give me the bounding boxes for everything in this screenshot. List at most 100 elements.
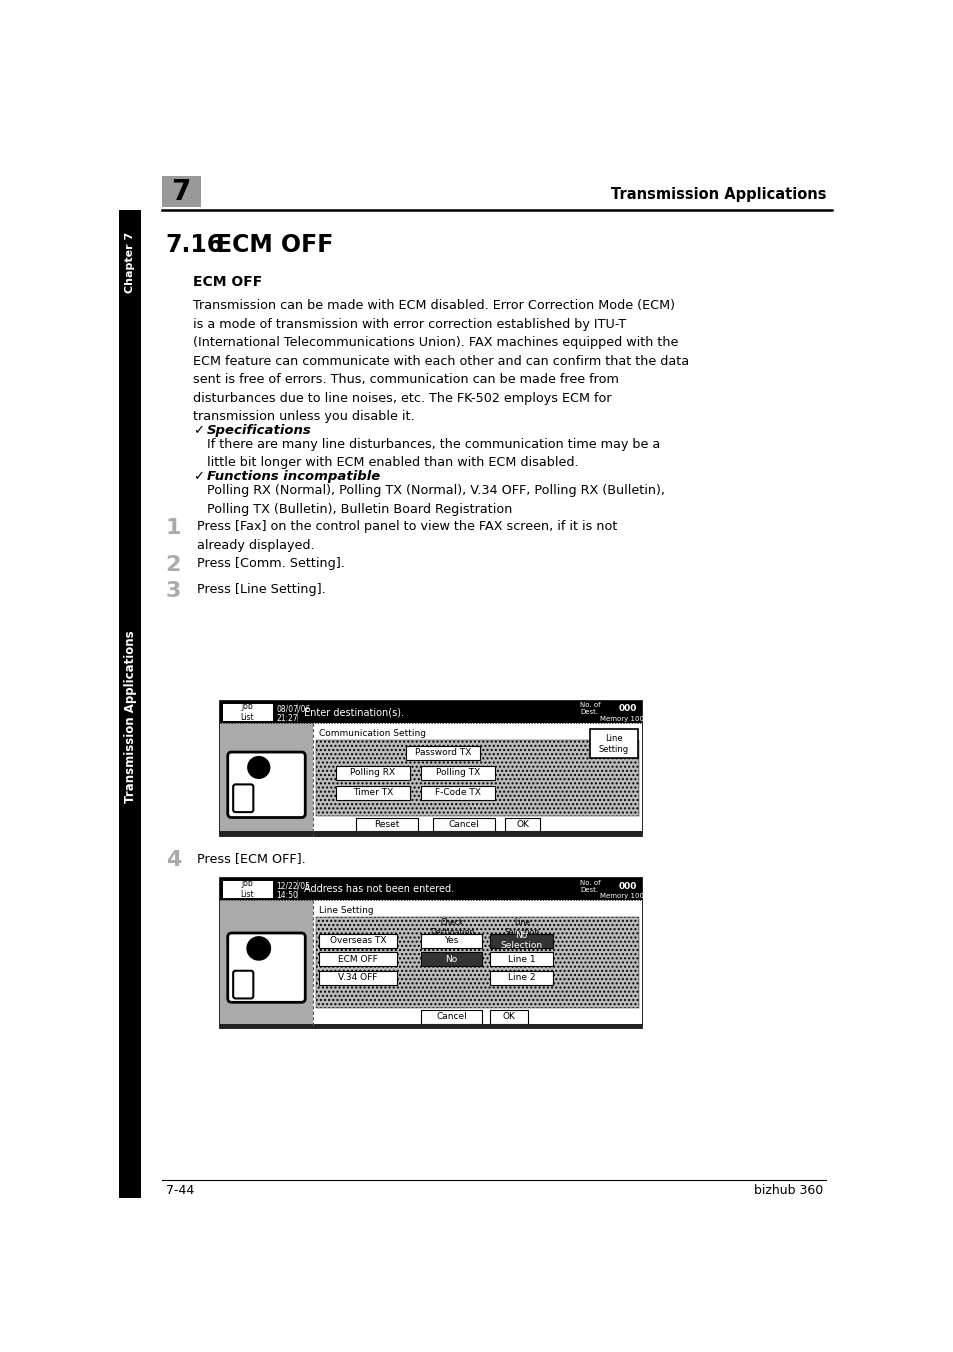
Text: Press [Comm. Setting].: Press [Comm. Setting]. [196,557,344,571]
Text: 1: 1 [166,518,181,538]
Text: F-Code TX: F-Code TX [435,788,480,798]
Circle shape [247,756,270,779]
Bar [421,786,495,800]
Bar [220,702,641,723]
Bar [220,723,313,836]
Text: Overseas TX: Overseas TX [330,936,386,945]
Text: ECM OFF: ECM OFF [337,955,377,964]
Text: Cancel: Cancel [436,1013,467,1022]
Text: 2: 2 [166,554,181,575]
Text: Functions incompatible: Functions incompatible [207,470,379,483]
Bar [421,1010,481,1023]
Text: 7: 7 [172,177,191,206]
Bar [220,831,641,836]
Bar [313,900,641,1029]
Text: ECM OFF: ECM OFF [216,234,334,257]
Text: Memory 100%: Memory 100% [599,894,650,899]
Text: ✓: ✓ [193,425,204,437]
Bar [319,971,396,984]
Text: Polling RX: Polling RX [350,768,395,777]
Bar [433,818,495,831]
Text: 7.16: 7.16 [166,234,224,257]
Bar [220,900,313,1029]
Circle shape [246,936,271,961]
Bar [489,934,553,948]
Bar [222,703,273,721]
Text: No. of
Dest.: No. of Dest. [579,703,600,715]
Text: 7-44: 7-44 [166,1184,193,1198]
Bar [319,934,396,948]
Text: Line 2: Line 2 [507,973,535,982]
Text: Line Setting: Line Setting [319,906,374,915]
FancyBboxPatch shape [233,784,253,813]
Bar [220,1023,641,1029]
Bar [119,210,141,1198]
Text: ✓: ✓ [193,470,204,483]
Bar [489,971,553,984]
Bar [421,952,481,967]
Text: Press [Line Setting].: Press [Line Setting]. [196,584,325,596]
Text: Job
List: Job List [240,879,253,899]
Text: Yes: Yes [444,936,458,945]
Text: Reset: Reset [374,819,399,829]
Text: bizhub 360: bizhub 360 [753,1184,822,1198]
Text: No: No [445,955,457,964]
Bar [315,740,639,817]
Text: Line
Selection: Line Selection [504,918,539,937]
Text: Enter destination(s).: Enter destination(s). [303,707,403,717]
Bar [355,818,417,831]
Bar [421,767,495,780]
Text: 12/22/05: 12/22/05 [276,882,311,891]
Text: OK: OK [502,1013,515,1022]
Text: Line 1: Line 1 [507,955,535,964]
Bar [489,952,553,967]
Bar [335,786,410,800]
FancyBboxPatch shape [233,971,253,999]
Text: Chapter 7: Chapter 7 [125,231,135,293]
Text: Job
List: Job List [240,702,253,722]
Text: Specifications: Specifications [207,425,312,437]
Bar [421,934,481,948]
Text: V.34 OFF: V.34 OFF [338,973,377,982]
Text: ECM OFF: ECM OFF [193,274,262,288]
Text: Address has not been entered.: Address has not been entered. [303,884,454,894]
FancyBboxPatch shape [228,752,305,818]
Text: 4: 4 [166,850,181,869]
Text: Transmission Applications: Transmission Applications [610,187,825,201]
Bar [406,746,479,760]
Bar [220,879,641,1029]
Text: Transmission Applications: Transmission Applications [124,630,136,803]
Text: 000: 000 [618,882,637,891]
Bar [505,818,539,831]
Text: Polling TX: Polling TX [436,768,480,777]
Text: 3: 3 [166,581,181,602]
Text: OK: OK [516,819,529,829]
Text: Press [Fax] on the control panel to view the FAX screen, if it is not
already di: Press [Fax] on the control panel to view… [196,521,617,552]
FancyBboxPatch shape [228,933,305,1002]
Text: 21:27: 21:27 [276,714,298,723]
Text: Line
Setting: Line Setting [598,734,628,753]
Text: 08/07/06: 08/07/06 [276,704,311,714]
Text: Press [ECM OFF].: Press [ECM OFF]. [196,852,305,865]
Bar [220,879,641,900]
Text: 000: 000 [618,704,637,714]
Text: Cancel: Cancel [448,819,479,829]
Bar [315,917,639,1009]
Text: Timer TX: Timer TX [353,788,393,798]
Bar [162,176,200,207]
Bar [222,880,273,898]
Bar [589,729,637,758]
Bar [319,952,396,967]
Text: No
Selection: No Selection [500,932,542,950]
Text: Password TX: Password TX [415,748,471,757]
Text: Check
Destination: Check Destination [430,918,475,937]
Text: If there are many line disturbances, the communication time may be a
little bit : If there are many line disturbances, the… [207,438,659,469]
Bar [220,702,641,836]
Bar [313,723,641,836]
Text: No. of
Dest.: No. of Dest. [579,880,600,892]
Text: Polling RX (Normal), Polling TX (Normal), V.34 OFF, Polling RX (Bulletin),
Polli: Polling RX (Normal), Polling TX (Normal)… [207,484,664,515]
Bar [335,767,410,780]
Text: Communication Setting: Communication Setting [319,729,426,738]
Text: Transmission can be made with ECM disabled. Error Correction Mode (ECM)
is a mod: Transmission can be made with ECM disabl… [193,299,688,423]
Text: 14:50: 14:50 [276,891,298,900]
